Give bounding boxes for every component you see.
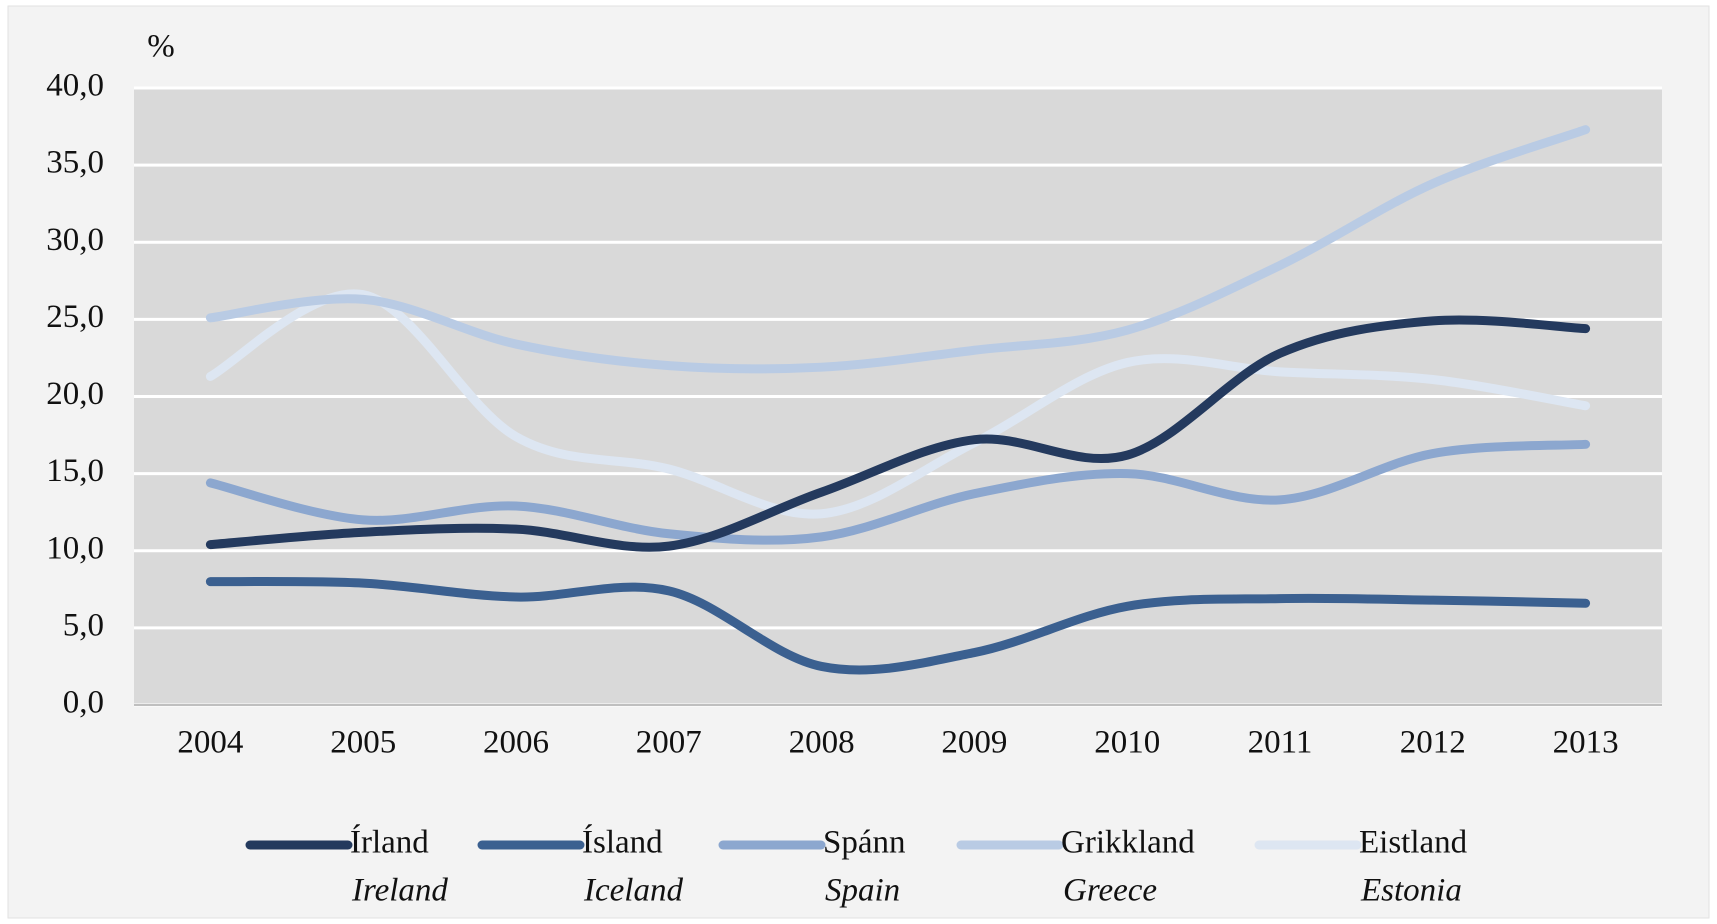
legend-label-en: Greece [1063,873,1157,909]
x-tick-label: 2008 [789,725,855,761]
x-tick-label: 2004 [177,725,243,761]
x-tick-label: 2010 [1094,725,1160,761]
y-tick-label: 35,0 [46,145,104,181]
x-tick-label: 2009 [941,725,1007,761]
legend-label: Spánn [823,825,906,861]
y-tick-label: 0,0 [63,685,104,721]
x-tick-label: 2012 [1400,725,1466,761]
y-tick-label: 25,0 [46,299,104,335]
legend-label-en: Iceland [583,873,683,909]
legend-label-en: Ireland [351,873,448,909]
legend-label: Írland [350,824,429,861]
legend-label: Eistland [1359,825,1468,861]
x-tick-label: 2005 [330,725,396,761]
legend-label: Grikkland [1061,825,1195,861]
y-tick-label: 5,0 [63,607,104,643]
legend-label-en: Estonia [1360,873,1462,909]
y-tick-label: 40,0 [46,68,104,104]
data-line [205,439,1591,545]
x-tick-label: 2013 [1553,725,1619,761]
x-tick-label: 2011 [1248,725,1313,761]
data-line [205,289,1591,519]
y-tick-label: 20,0 [46,376,104,412]
x-tick-label: 2007 [636,725,702,761]
data-line [205,577,1591,675]
y-axis-unit: % [147,29,175,65]
legend-label-en: Spain [825,873,900,909]
x-tick-label: 2006 [483,725,549,761]
data-line [205,125,1591,374]
y-tick-label: 15,0 [46,453,104,489]
data-line [205,315,1591,552]
legend-label: Ísland [582,824,663,861]
y-tick-label: 10,0 [46,530,104,566]
y-tick-label: 30,0 [46,222,104,258]
